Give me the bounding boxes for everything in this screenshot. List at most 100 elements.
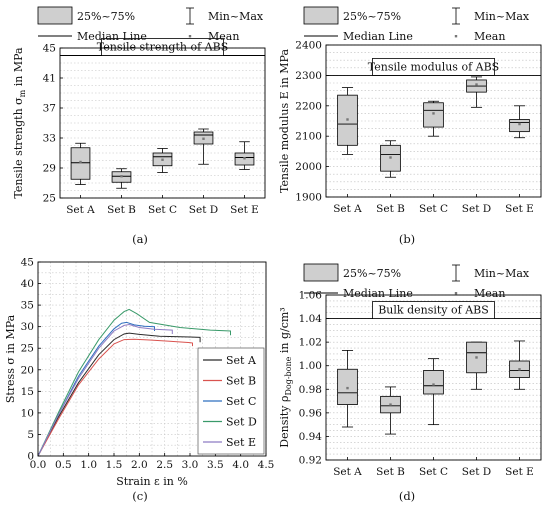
mean-marker (161, 158, 164, 161)
y-tick-label: 1.04 (299, 313, 323, 325)
y-tick-label: 0.94 (299, 431, 323, 443)
iqr-box (423, 102, 444, 128)
series-line-set-a (37, 332, 201, 457)
y-tick-label: 33 (43, 133, 56, 145)
legend-box-swatch (37, 6, 73, 25)
box-set-a (337, 349, 358, 428)
x-tick-label: 2.5 (156, 459, 173, 471)
mean-marker (389, 403, 392, 406)
y-tick-label: 2300 (295, 70, 322, 82)
mean-marker (475, 83, 478, 86)
y-axis-label: Density ρDog-bone in g/cm³ (278, 307, 293, 447)
y-tick-label: 20 (21, 364, 34, 376)
x-tick-label: Set C (419, 203, 448, 215)
panel-title-box (372, 58, 495, 76)
legend-box-label: 25%~75% (343, 10, 401, 23)
legend-mean-swatch (188, 35, 192, 38)
panel-title: Bulk density of ABS (378, 304, 489, 317)
box-set-c (423, 100, 444, 137)
x-tick-label: Set E (230, 204, 259, 216)
y-tick-label: 5 (27, 429, 34, 441)
x-tick-label: 4.5 (258, 459, 275, 471)
x-tick-label: 4.0 (232, 459, 249, 471)
legend-whisker-label: Min~Max (208, 10, 264, 23)
mean-marker (79, 160, 82, 164)
y-tick-label: 41 (43, 73, 56, 85)
panel-c: 0.0 0.5 1.0 1.5 2.0 2.5 3.0 3.5 4.0 4.5 0 5 10 15 20 25… (4, 257, 274, 504)
mean-marker (346, 386, 349, 390)
plot-frame (325, 294, 542, 461)
panel-title: Tensile modulus of ABS (368, 60, 499, 73)
y-tick-label: 2100 (295, 131, 322, 143)
y-tick-label: 29 (43, 163, 56, 175)
legend-label: Set C (226, 395, 256, 408)
plot-frame (59, 47, 266, 199)
panel-title-box (101, 38, 224, 56)
legend-median-label: Median Line (77, 30, 147, 43)
x-tick-label: Set A (333, 203, 362, 215)
box-set-e (234, 141, 255, 170)
mean-marker (475, 356, 478, 359)
legend-mean-label: Mean (208, 30, 239, 43)
mean-marker (432, 112, 435, 115)
x-tick-label: Set C (148, 204, 177, 216)
box-set-b (111, 168, 132, 189)
panel-caption: (d) (399, 489, 415, 503)
x-tick-label: Set B (107, 204, 136, 216)
y-tick-label: 35 (21, 300, 34, 312)
box-set-d (193, 128, 214, 165)
panel-caption: (c) (132, 489, 147, 503)
y-tick-label: 0.98 (299, 384, 322, 396)
y-tick-label: 45 (43, 43, 56, 55)
mean-marker (518, 368, 521, 371)
legend-label: Set B (226, 375, 256, 388)
mean-marker (432, 383, 435, 386)
legend-box-swatch (303, 263, 339, 282)
x-tick-label: Set D (462, 203, 491, 215)
legend-whisker-label: Min~Max (474, 267, 530, 280)
box-set-a (337, 87, 358, 155)
y-tick-label: 0 (27, 451, 34, 463)
box-set-b (380, 140, 401, 178)
y-axis-label: Tensile modulus E in MPa (278, 49, 291, 193)
y-tick-label: 2400 (295, 40, 322, 52)
y-tick-label: 0.96 (299, 407, 323, 419)
box-set-a (70, 142, 91, 185)
legend-mean-swatch (454, 35, 458, 38)
box-set-c (152, 148, 173, 173)
mean-marker (346, 118, 349, 121)
x-tick-label: 0.0 (30, 459, 47, 471)
x-tick-label: Set D (462, 466, 491, 478)
y-tick-label: 1.00 (299, 360, 322, 372)
plot-frame (37, 261, 267, 457)
legend-mean-label: Mean (474, 30, 505, 43)
y-axis-label: Stress σ in MPa (4, 314, 17, 403)
box-set-e (509, 340, 530, 390)
x-tick-label: Set A (66, 204, 95, 216)
panel-title-box (372, 301, 495, 319)
x-tick-label: 1.5 (106, 459, 123, 471)
iqr-box (70, 147, 91, 180)
y-tick-label: 45 (21, 257, 34, 269)
x-tick-label: Set A (333, 466, 362, 478)
x-tick-label: Set C (419, 466, 448, 478)
y-tick-label: 25 (21, 343, 34, 355)
x-tick-label: 3.5 (207, 459, 224, 471)
plot-frame (325, 44, 542, 198)
box-set-d (466, 341, 487, 390)
legend-label: Set E (226, 436, 256, 449)
x-tick-label: Set E (505, 203, 534, 215)
mean-marker (243, 157, 246, 160)
y-tick-label: 15 (21, 386, 34, 398)
mean-marker (389, 156, 392, 159)
iqr-box (423, 370, 444, 395)
y-tick-label: 25 (43, 193, 56, 205)
series-line-set-e (37, 323, 173, 457)
x-tick-label: 1.0 (80, 459, 97, 471)
legend: 25%~75% Median Line Min~Max Mean (303, 6, 530, 43)
legend-label: Set D (226, 416, 257, 429)
box-set-c (423, 358, 444, 426)
series-line-set-c (37, 321, 155, 457)
legend-median-label: Median Line (343, 30, 413, 43)
